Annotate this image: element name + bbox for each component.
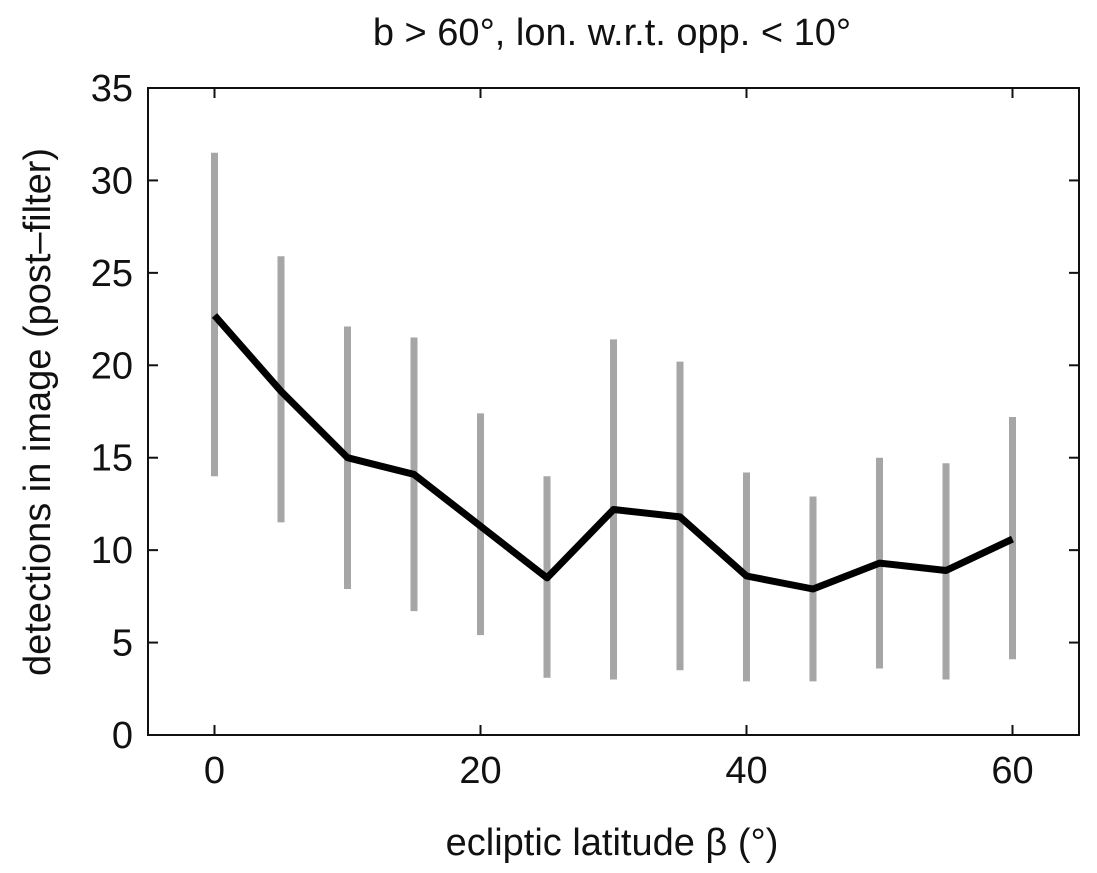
y-tick-label: 15 xyxy=(91,438,133,480)
x-tick-label: 0 xyxy=(204,750,225,792)
x-tick-label: 40 xyxy=(725,750,767,792)
chart-title: b > 60°, lon. w.r.t. opp. < 10° xyxy=(373,12,851,54)
y-tick-label: 10 xyxy=(91,530,133,572)
x-tick-label: 20 xyxy=(459,750,501,792)
y-tick-label: 30 xyxy=(91,160,133,202)
plot-frame xyxy=(147,87,1080,736)
x-tick-label: 60 xyxy=(991,750,1033,792)
y-tick-label: 5 xyxy=(112,623,133,665)
y-tick-label: 25 xyxy=(91,253,133,295)
x-axis-label: ecliptic latitude β (°) xyxy=(446,822,779,864)
y-tick-label: 0 xyxy=(112,715,133,757)
plot-area: 0 5 10 15 20 25 30 35 0 20 40 60 xyxy=(91,68,1080,792)
y-tick-label: 20 xyxy=(91,345,133,387)
y-axis-label: detections in image (post–filter) xyxy=(17,148,59,676)
series-line xyxy=(211,313,1014,593)
y-tick-label: 35 xyxy=(91,68,133,110)
